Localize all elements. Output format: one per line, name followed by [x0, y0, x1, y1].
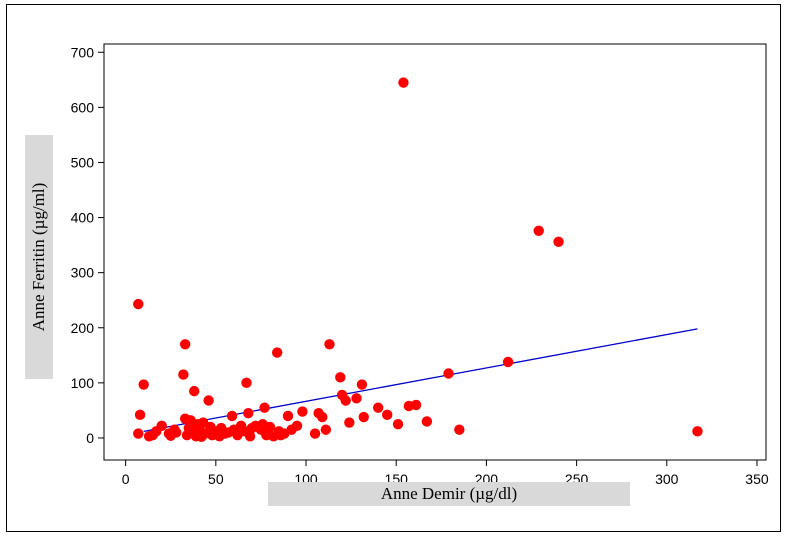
data-point — [692, 426, 703, 437]
data-point — [241, 377, 252, 389]
data-point — [309, 428, 321, 439]
data-point — [454, 424, 465, 435]
data-point — [358, 411, 369, 423]
data-point — [133, 428, 144, 439]
data-point — [372, 402, 384, 413]
data-point — [392, 418, 404, 430]
x-tick-label: 350 — [745, 471, 769, 487]
y-tick-label: 600 — [71, 99, 95, 115]
y-tick-label: 500 — [71, 154, 95, 170]
y-tick-label: 200 — [71, 320, 95, 336]
y-axis-title: Anne Ferritin (µg/ml) — [29, 182, 48, 332]
data-point — [203, 395, 214, 406]
data-point — [421, 416, 433, 427]
x-axis-label-background — [268, 482, 630, 506]
data-point — [156, 420, 167, 432]
data-points — [133, 77, 703, 443]
y-tick-label: 300 — [71, 265, 95, 281]
data-point — [398, 77, 409, 88]
data-point — [381, 409, 393, 421]
y-tick-label: 400 — [71, 210, 95, 226]
y-tick-label: 100 — [71, 375, 95, 391]
data-point — [271, 347, 283, 358]
data-point — [138, 379, 149, 390]
y-tick-label: 700 — [71, 44, 95, 60]
data-point — [443, 368, 454, 379]
data-point — [134, 409, 146, 421]
y-axis-ticks: 0 100 200 300 400 500 600 700 — [71, 44, 104, 446]
data-point — [320, 424, 332, 435]
data-point — [179, 339, 191, 350]
data-point — [324, 339, 335, 350]
data-point — [335, 372, 346, 383]
data-point — [259, 402, 270, 413]
x-tick-label: 0 — [122, 471, 130, 487]
data-point — [297, 406, 308, 417]
data-point — [282, 410, 294, 422]
data-point — [553, 236, 564, 248]
y-tick-label: 0 — [86, 430, 94, 446]
data-point — [244, 431, 256, 442]
data-point — [226, 410, 238, 422]
y-axis-label-background — [25, 135, 53, 379]
data-point — [356, 379, 368, 390]
x-tick-label: 300 — [655, 471, 679, 487]
data-point — [264, 421, 276, 433]
data-point — [533, 225, 544, 236]
data-point — [178, 369, 189, 380]
data-point — [170, 427, 182, 438]
data-point — [291, 420, 303, 432]
data-point — [502, 356, 514, 368]
data-point — [317, 411, 328, 423]
x-tick-label: 50 — [208, 471, 224, 487]
data-point — [340, 395, 351, 406]
data-point — [410, 399, 422, 411]
x-axis-title: Anne Demir (µg/dl) — [380, 484, 518, 503]
data-point — [344, 417, 355, 428]
plot-area — [103, 43, 767, 461]
data-point — [351, 393, 362, 404]
data-point — [133, 298, 144, 310]
data-point — [188, 385, 200, 397]
data-point — [243, 407, 254, 419]
